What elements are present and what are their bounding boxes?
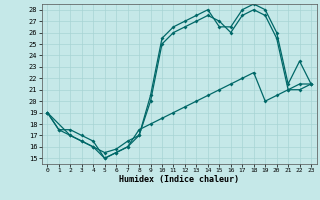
X-axis label: Humidex (Indice chaleur): Humidex (Indice chaleur): [119, 175, 239, 184]
